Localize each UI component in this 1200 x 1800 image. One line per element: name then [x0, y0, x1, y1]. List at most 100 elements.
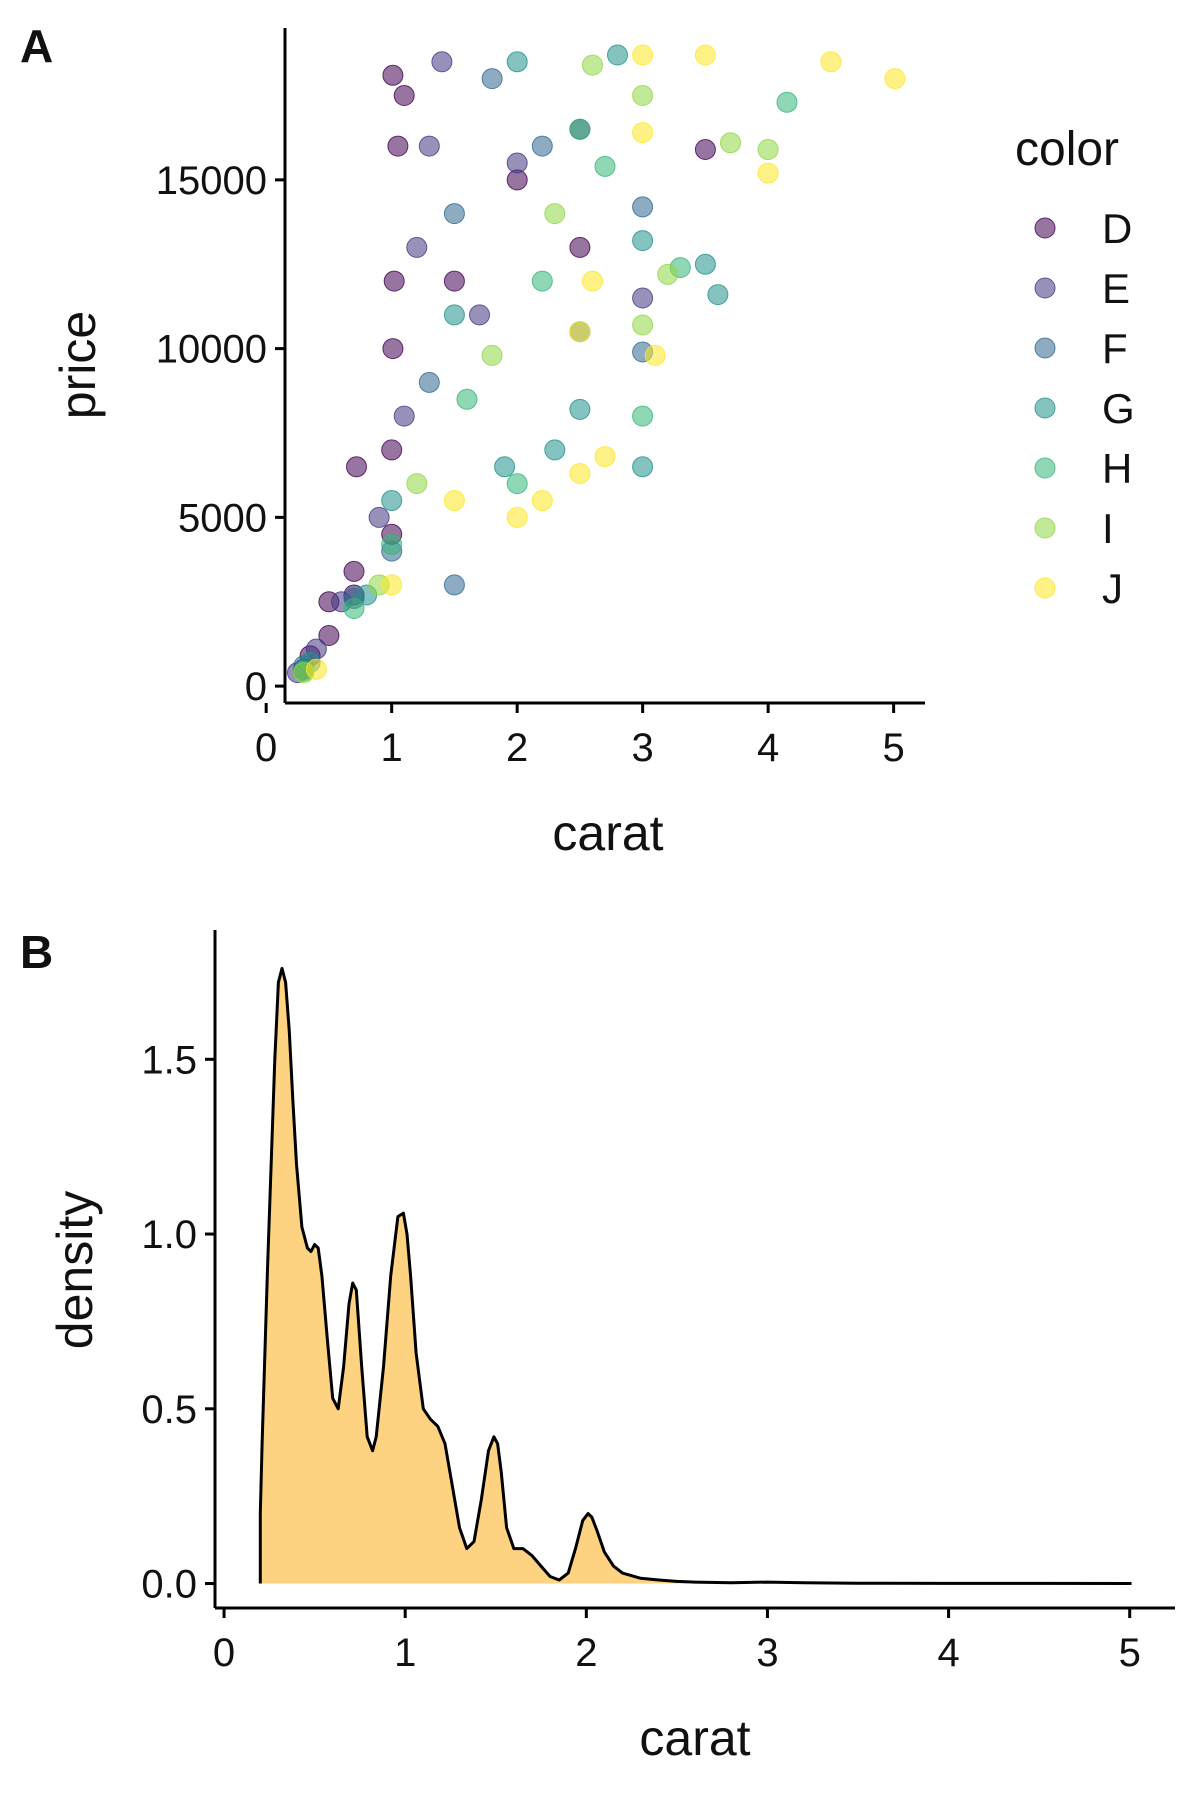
panel-a-y-tick-label-1: 5000 [178, 496, 267, 540]
point-J-4 [531, 490, 553, 511]
point-E-4 [393, 405, 415, 427]
point-H-7 [594, 155, 616, 177]
point-G-5 [506, 51, 528, 73]
panel-b-x-tick-label-2: 2 [575, 1631, 597, 1675]
legend-key-E [1034, 277, 1056, 299]
legend-key-G [1034, 397, 1056, 419]
point-J-9 [632, 44, 654, 66]
point-E-11 [632, 287, 654, 309]
legend-label-G: G [1102, 385, 1135, 432]
point-J-11 [644, 344, 666, 366]
panel-b-y-axis-title: density [47, 1191, 103, 1349]
legend-entry-J: J [1034, 565, 1123, 612]
point-J-3 [506, 506, 528, 528]
legend-entry-F: F [1034, 325, 1128, 372]
panel-b-y-tick-label-2: 1.0 [141, 1213, 197, 1257]
point-D-9 [382, 338, 404, 360]
point-I-10 [757, 139, 779, 160]
point-J-6 [594, 446, 616, 468]
panel-b-y-tick-label-0: 0.0 [141, 1563, 197, 1607]
panel-a-x-ticks: 0 1 2 3 4 5 [255, 703, 905, 770]
point-D-8 [381, 439, 403, 461]
legend-key-D [1034, 217, 1056, 239]
point-H-5 [531, 270, 553, 292]
legend-label-H: H [1102, 445, 1132, 492]
point-F-6 [481, 68, 503, 90]
panel-a-x-axis-title: carat [552, 805, 663, 861]
panel-a-x-tick-label-3: 3 [632, 726, 654, 770]
panel-a: A 0 5000 10000 15000 0 1 2 3 4 5 carat price col… [20, 20, 1135, 861]
panel-a-x-tick-label-5: 5 [883, 726, 905, 770]
point-G-10 [632, 456, 654, 478]
panel-b-x-tick-label-5: 5 [1119, 1631, 1141, 1675]
point-D-6 [346, 456, 367, 478]
panel-b-y-tick-label-1: 0.5 [141, 1388, 197, 1432]
point-D-2 [318, 625, 340, 646]
point-G-9 [632, 230, 654, 252]
panel-b-y-tick-label-3: 1.5 [141, 1038, 197, 1082]
panel-a-points [287, 44, 906, 684]
point-F-7 [531, 135, 553, 157]
point-D-17 [694, 139, 716, 160]
legend-entry-G: G [1034, 385, 1135, 432]
point-H-2 [381, 533, 403, 555]
legend-entry-H: H [1034, 445, 1132, 492]
point-D-12 [382, 64, 404, 86]
panel-b-x-axis-title: carat [639, 1710, 750, 1766]
legend-key-I [1034, 517, 1056, 539]
legend-label-J: J [1102, 565, 1123, 612]
point-E-9 [506, 152, 528, 174]
point-D-16 [569, 236, 591, 258]
point-I-3 [481, 344, 503, 366]
panel-a-y-ticks: 0 5000 10000 15000 [156, 159, 285, 709]
point-J-0 [305, 658, 327, 680]
panel-a-x-tick-label-0: 0 [255, 726, 277, 770]
point-D-14 [443, 270, 465, 292]
point-I-5 [582, 54, 603, 76]
legend-key-H [1034, 457, 1056, 479]
density-area [260, 968, 1132, 1584]
panel-a-x-tick-label-4: 4 [757, 726, 779, 770]
point-D-13 [393, 85, 415, 106]
point-J-13 [757, 162, 779, 184]
point-F-4 [443, 574, 465, 596]
point-I-4 [544, 203, 566, 225]
legend-entry-I: I [1034, 505, 1114, 552]
panel-b-y-ticks: 0.0 0.5 1.0 1.5 [141, 1038, 215, 1607]
point-G-11 [694, 253, 716, 275]
legend-key-J [1034, 577, 1056, 599]
point-J-14 [820, 51, 842, 73]
legend-entry-D: D [1034, 205, 1132, 252]
panel-b-x-tick-label-4: 4 [937, 1631, 959, 1675]
point-D-11 [387, 135, 409, 157]
point-I-9 [720, 132, 741, 154]
point-E-6 [418, 135, 440, 157]
point-H-8 [632, 405, 654, 427]
panel-b-x-tick-label-0: 0 [213, 1631, 235, 1675]
point-H-10 [776, 91, 798, 113]
point-H-4 [506, 473, 528, 495]
density-line [258, 966, 1132, 1585]
panel-b-x-tick-label-3: 3 [756, 1631, 778, 1675]
point-F-5 [443, 203, 465, 225]
point-E-7 [431, 51, 453, 73]
point-F-3 [418, 371, 440, 393]
point-H-6 [569, 118, 591, 140]
point-G-12 [707, 284, 729, 306]
legend-entry-E: E [1034, 265, 1130, 312]
point-J-15 [884, 68, 906, 90]
panel-b-x-ticks: 0 1 2 3 4 5 [213, 1608, 1141, 1675]
point-G-7 [569, 398, 591, 420]
point-J-7 [569, 321, 591, 343]
panel-a-y-tick-label-0: 0 [245, 665, 267, 709]
point-I-2 [406, 473, 428, 495]
legend-label-E: E [1102, 265, 1130, 312]
legend-label-F: F [1102, 325, 1128, 372]
panel-a-y-axis-title: price [50, 311, 106, 419]
point-G-4 [494, 456, 516, 478]
point-I-6 [632, 85, 654, 106]
point-G-2 [381, 490, 403, 511]
